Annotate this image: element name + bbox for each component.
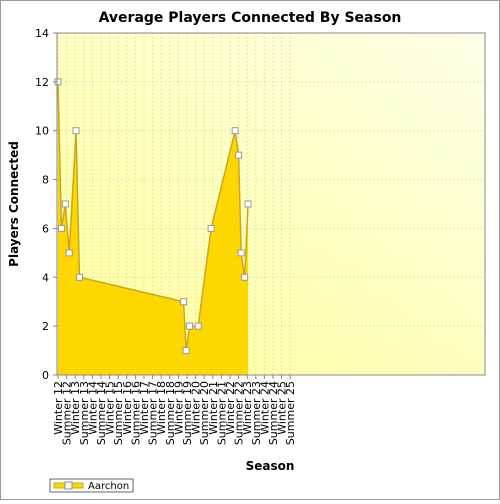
x-tick-label: Winter 23 bbox=[241, 381, 254, 435]
x-tick-label: Summer 17 bbox=[147, 381, 160, 445]
y-axis: 0 2 4 6 8 10 12 14 bbox=[35, 27, 57, 382]
y-axis-label: Players Connected bbox=[7, 141, 21, 267]
series-area bbox=[58, 81, 249, 375]
y-tick-label: 14 bbox=[35, 27, 49, 40]
legend-label: Aarchon bbox=[88, 481, 129, 492]
x-tick-label: Summer 20 bbox=[198, 381, 211, 445]
x-tick-label: Summer 23 bbox=[250, 381, 263, 445]
x-tick-label: Winter 20 bbox=[190, 381, 203, 435]
data-point-marker bbox=[186, 322, 194, 330]
x-tick-label: Summer 14 bbox=[95, 381, 108, 445]
x-tick-label: Winter 22 bbox=[224, 381, 237, 435]
x-tick-label: Winter 13 bbox=[69, 381, 82, 435]
x-tick-label: Summer 18 bbox=[164, 381, 177, 445]
legend: Aarchon bbox=[49, 478, 134, 493]
x-tick-label: Winter 16 bbox=[121, 381, 134, 435]
data-point-marker bbox=[180, 298, 188, 306]
plot-border bbox=[56, 32, 486, 376]
data-point-marker bbox=[57, 224, 65, 232]
legend-marker bbox=[64, 481, 73, 490]
data-point-marker bbox=[237, 249, 245, 257]
x-tick-label: Winter 24 bbox=[258, 381, 271, 435]
x-tick-label: Summer 19 bbox=[181, 381, 194, 445]
data-point-marker bbox=[72, 127, 80, 135]
x-tick-label: Summer 15 bbox=[112, 381, 125, 445]
x-tick-label: Summer 22 bbox=[233, 381, 246, 445]
x-tick-label: Winter 15 bbox=[104, 381, 117, 435]
x-tick-label: Winter 18 bbox=[155, 381, 168, 435]
data-point-marker bbox=[76, 273, 83, 281]
data-point-marker bbox=[244, 200, 252, 208]
x-axis-label: Season bbox=[246, 459, 295, 473]
data-point-marker bbox=[61, 200, 69, 208]
y-tick-label: 0 bbox=[42, 369, 49, 382]
data-point-marker bbox=[182, 347, 190, 355]
data-point-marker bbox=[231, 127, 239, 135]
x-tick-label: Summer 21 bbox=[215, 381, 228, 445]
x-tick-label: Winter 19 bbox=[172, 381, 185, 435]
data-point-marker bbox=[194, 322, 202, 330]
y-tick-label: 8 bbox=[42, 174, 49, 187]
x-tick-label: Winter 25 bbox=[276, 381, 289, 435]
x-tick-label: Summer 12 bbox=[61, 381, 74, 445]
x-tick-label: Summer 16 bbox=[129, 381, 142, 445]
data-point-marker bbox=[65, 249, 73, 257]
data-point-marker bbox=[207, 224, 215, 232]
series-layer bbox=[54, 78, 252, 375]
data-point-marker bbox=[241, 273, 249, 281]
x-tick-label: Winter 12 bbox=[52, 381, 65, 435]
y-tick-label: 10 bbox=[35, 125, 49, 138]
x-tick-label: Winter 14 bbox=[86, 381, 99, 435]
series-line bbox=[57, 81, 249, 351]
chart-title: Average Players Connected By Season bbox=[99, 10, 402, 26]
x-tick-label: Winter 21 bbox=[207, 381, 220, 435]
data-point-marker bbox=[235, 151, 243, 159]
y-tick-label: 12 bbox=[35, 76, 49, 89]
x-tick-label: Summer 25 bbox=[284, 381, 297, 445]
x-tick-label: Winter 17 bbox=[138, 381, 151, 435]
y-tick-label: 6 bbox=[42, 222, 49, 235]
y-tick-label: 4 bbox=[42, 271, 49, 284]
y-tick-label: 2 bbox=[42, 320, 49, 333]
x-tick-label: Summer 13 bbox=[78, 381, 91, 445]
x-tick-label: Summer 24 bbox=[267, 381, 280, 445]
